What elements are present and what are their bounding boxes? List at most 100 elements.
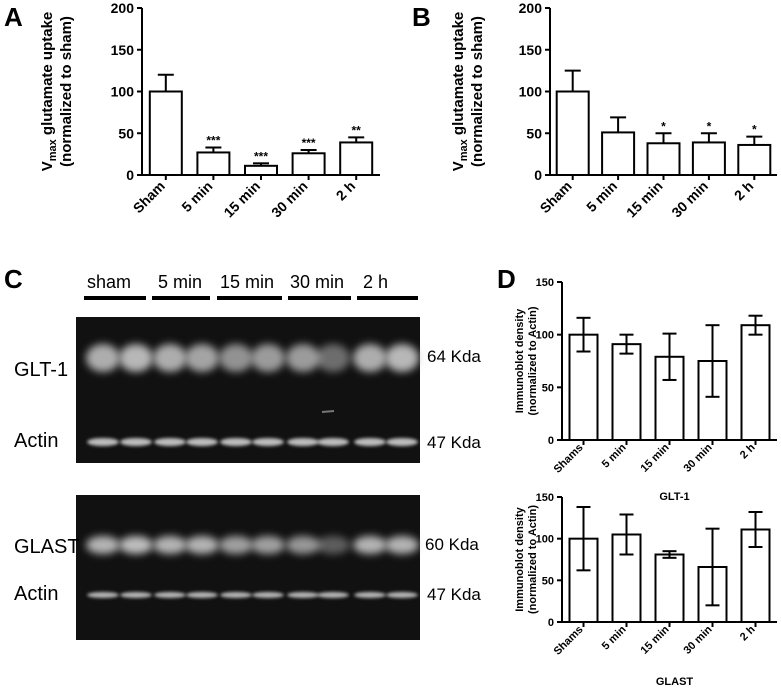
bar [740, 324, 771, 442]
blot-band [386, 438, 418, 446]
bar [339, 141, 374, 176]
blot-band [186, 438, 218, 446]
x-axis-title: GLT-1 [659, 491, 689, 503]
blot-band [251, 344, 285, 372]
blot-band [119, 344, 153, 372]
blot-band [354, 438, 386, 446]
x-tick-label: 30 min [668, 178, 711, 221]
lane-bar-5min [152, 296, 210, 300]
blot-protein-label-glast: GLAST [14, 536, 80, 558]
y-tick-label: 100 [519, 84, 543, 100]
blot-band [385, 536, 419, 554]
blot-artifact-mark [321, 410, 335, 413]
lane-label-sham: sham [87, 272, 131, 292]
x-tick-label: 5 min [583, 178, 620, 215]
significance-label: *** [254, 149, 268, 163]
panel-letter-a: A [4, 2, 23, 32]
blot-protein-label-glt1: GLT-1 [14, 359, 68, 381]
significance-label: * [752, 123, 757, 137]
lane-headers: sham 5 min 15 min 30 min 2 h [84, 272, 418, 300]
blot-band [220, 438, 252, 446]
blot-band [86, 536, 120, 554]
panel-letter-c: C [4, 264, 23, 294]
blot-band [86, 344, 120, 372]
blot-band [317, 438, 349, 446]
x-tick-label: Shams [552, 624, 586, 658]
x-tick-label: 2 h [731, 178, 757, 204]
kda-label-47-bottom: 47 Kda [427, 585, 481, 604]
y-tick-label: 0 [126, 167, 134, 183]
y-tick-label: 150 [536, 492, 554, 504]
x-tick-label: Sham [130, 178, 168, 216]
y-axis-title: Vmax glutamate uptake [39, 12, 59, 172]
y-tick-label: 50 [542, 575, 554, 587]
x-tick-label: 30 min [268, 178, 311, 221]
y-axis-title-line2: (normalized to sham) [469, 16, 486, 167]
blot-band [353, 344, 387, 372]
lane-bar-sham [84, 296, 146, 300]
blot-band [287, 438, 319, 446]
blot-image-glast [76, 495, 420, 640]
blot-band [219, 344, 253, 372]
y-tick-label: 100 [536, 330, 554, 342]
significance-label: *** [302, 136, 316, 150]
bar [601, 131, 636, 176]
blot-band [286, 536, 320, 554]
x-tick-label: 15 min [638, 623, 671, 656]
blot-control-label-actin-bottom: Actin [14, 583, 58, 605]
blot-image-glt1 [76, 317, 420, 463]
y-axis-title-line2: (normalized to sham) [58, 16, 75, 167]
blot-band [354, 592, 386, 598]
x-tick-label: 5 min [600, 623, 629, 652]
x-axis-title: GLAST [656, 676, 694, 688]
panel-letter-b: B [412, 2, 431, 32]
blot-band [252, 438, 284, 446]
y-tick-label: 200 [519, 0, 543, 16]
bar [646, 142, 681, 177]
lane-label-15min: 15 min [220, 272, 274, 292]
blot-band [87, 592, 119, 598]
y-tick-label: 50 [118, 125, 134, 141]
blot-band [353, 536, 387, 554]
y-axis-title-line2: (normalized to Actin) [527, 505, 539, 614]
bar [691, 141, 726, 176]
lane-bar-15min [217, 296, 282, 300]
blot-band [185, 344, 219, 372]
western-blot-panel: sham 5 min 15 min 30 min 2 h GLT-1 Actin… [14, 272, 481, 640]
significance-label: * [707, 119, 712, 133]
blot-band [119, 536, 153, 554]
x-tick-label: 30 min [681, 441, 714, 474]
blot-band [316, 344, 350, 372]
blot-band [252, 592, 284, 598]
significance-label: * [661, 119, 666, 133]
blot-control-label-actin-top: Actin [14, 430, 58, 452]
lane-bar-2h [357, 296, 418, 300]
y-tick-label: 0 [548, 617, 554, 629]
blot-band [317, 592, 349, 598]
x-tick-label: 15 min [638, 441, 671, 474]
blot-band [287, 592, 319, 598]
blot-band [186, 592, 218, 598]
y-tick-label: 200 [111, 0, 135, 16]
kda-label-47-top: 47 Kda [427, 433, 481, 452]
blot-band [316, 536, 350, 554]
lane-label-5min: 5 min [158, 272, 202, 292]
y-tick-label: 150 [519, 42, 543, 58]
y-tick-label: 150 [536, 277, 554, 289]
y-axis-title: Immunoblot density [514, 308, 526, 413]
chart-a-vmax-uptake: 0 50 100 150 200 Sham 5 min *** 15 min *** 30 min *… [39, 0, 380, 220]
blot-band [154, 438, 186, 446]
x-tick-label: 5 min [178, 178, 215, 215]
bar [611, 343, 642, 441]
y-tick-label: 150 [111, 42, 135, 58]
significance-label: *** [206, 133, 220, 147]
y-tick-label: 0 [534, 167, 542, 183]
actin-bands-top [87, 438, 418, 446]
x-tick-label: Shams [552, 442, 586, 476]
bar [555, 90, 590, 176]
y-axis-title-line2: (normalized to Actin) [527, 306, 539, 415]
x-tick-label: 30 min [681, 623, 714, 656]
x-tick-label: Sham [537, 178, 575, 216]
blot-band [385, 344, 419, 372]
